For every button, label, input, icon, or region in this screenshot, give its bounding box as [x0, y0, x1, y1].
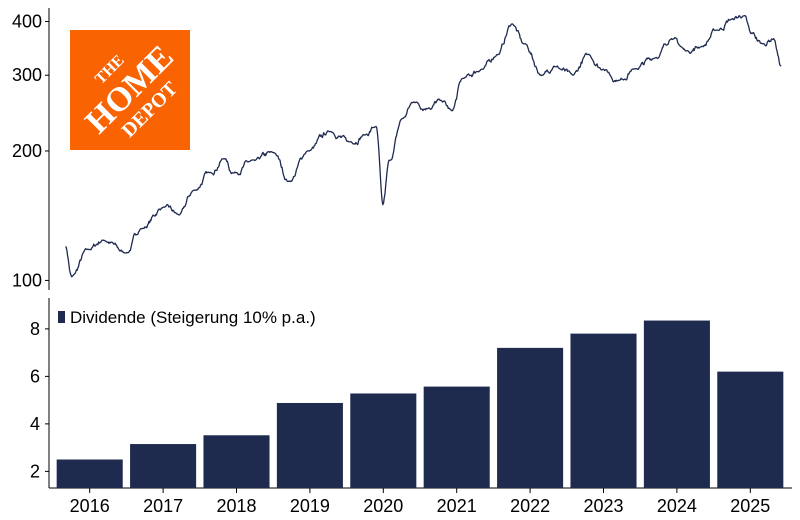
dividend-y-tick-label: 8 [30, 319, 40, 339]
dividend-chart-panel: 2 4 6 8 2016 2017 2018 2019 2020 2021 2022 2023 202… [30, 298, 792, 516]
dividend-x-ticks: 2016 2017 2018 2019 2020 2021 2022 2023 2024 2025 [70, 488, 770, 516]
dividend-x-tick-label: 2025 [730, 496, 770, 516]
dividend-bar-2016 [56, 459, 123, 488]
home-depot-logo: THE HOME DEPOT [70, 30, 190, 150]
price-y-tick-label: 400 [12, 12, 42, 32]
price-y-tick-label: 300 [12, 65, 42, 85]
legend: Dividende (Steigerung 10% p.a.) [58, 308, 316, 327]
dividend-x-tick-label: 2024 [657, 496, 697, 516]
dividend-bar-2021 [423, 386, 490, 488]
dividend-y-ticks: 2 4 6 8 [30, 319, 49, 481]
price-series-line [65, 14, 782, 278]
dividend-y-tick-label: 2 [30, 461, 40, 481]
dividend-bar-2017 [130, 444, 197, 488]
dividend-x-tick-label: 2020 [363, 496, 403, 516]
price-y-tick-label: 100 [12, 270, 42, 290]
dividend-x-tick-label: 2021 [437, 496, 477, 516]
price-y-ticks: 100 200 300 400 [12, 12, 49, 290]
dividend-bar-2022 [497, 347, 564, 488]
dividend-bar-2020 [350, 393, 417, 488]
dividend-x-tick-label: 2016 [70, 496, 110, 516]
dividend-bar-2024 [643, 320, 710, 488]
logo-background [70, 30, 190, 150]
dividend-x-tick-label: 2018 [216, 496, 256, 516]
price-y-tick-label: 200 [12, 141, 42, 161]
legend-swatch [58, 311, 65, 323]
legend-label: Dividende (Steigerung 10% p.a.) [70, 308, 316, 327]
dividend-bar-2023 [570, 333, 637, 488]
dividend-bar-2018 [203, 435, 270, 488]
dividend-bars [56, 320, 784, 488]
price-chart-panel: 100 200 300 400 [12, 8, 782, 290]
dividend-bar-2025 [717, 371, 784, 488]
dividend-x-tick-label: 2023 [583, 496, 623, 516]
dividend-y-tick-label: 6 [30, 366, 40, 386]
dividend-bar-2019 [276, 402, 343, 488]
dividend-x-tick-label: 2017 [143, 496, 183, 516]
dividend-x-tick-label: 2019 [290, 496, 330, 516]
dividend-x-tick-label: 2022 [510, 496, 550, 516]
dividend-y-tick-label: 4 [30, 414, 40, 434]
